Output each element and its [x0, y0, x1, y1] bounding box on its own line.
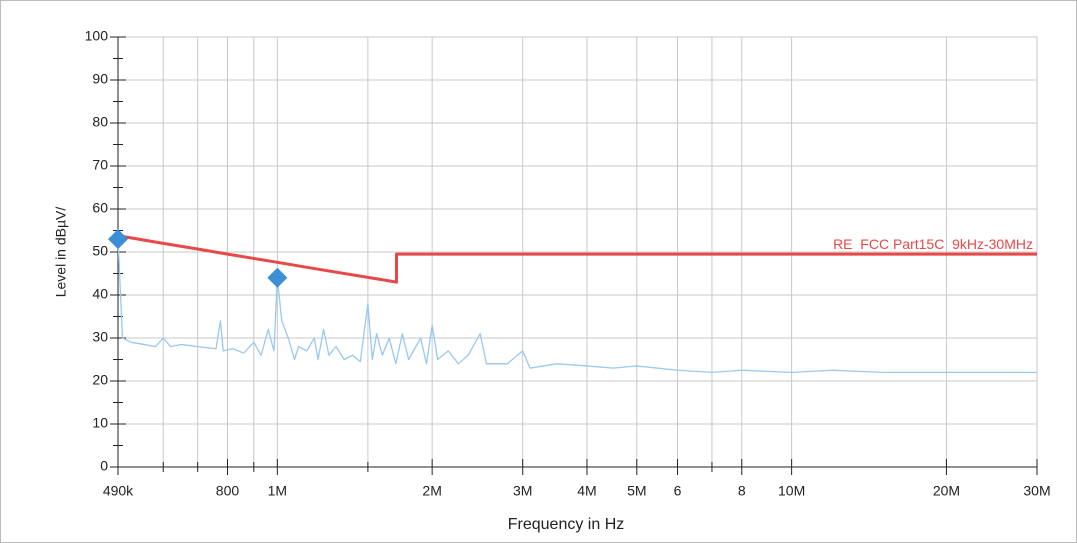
marker	[108, 229, 128, 250]
y-tick-label: 0	[100, 458, 108, 474]
marker	[267, 267, 288, 288]
y-axis-label: Level in dBµV/	[53, 207, 69, 298]
x-tick-label: 3M	[513, 483, 532, 499]
y-tick-label: 90	[92, 71, 108, 87]
x-axis-label: Frequency in Hz	[508, 516, 625, 533]
x-tick-label: 800	[216, 483, 240, 499]
y-tick-label: 70	[92, 157, 108, 173]
y-tick-label: 100	[85, 28, 109, 44]
y-tick-label: 10	[92, 415, 108, 431]
x-tick-label: 490k	[103, 483, 134, 499]
y-tick-label: 20	[92, 372, 108, 388]
x-tick-label: 10M	[778, 483, 805, 499]
x-tick-label: 20M	[933, 483, 960, 499]
x-tick-label: 4M	[577, 483, 596, 499]
x-tick-label: 5M	[627, 483, 646, 499]
y-tick-label: 30	[92, 329, 108, 345]
y-tick-label: 80	[92, 114, 108, 130]
y-tick-label: 50	[92, 243, 108, 259]
series-line	[117, 239, 1037, 374]
legend-label: RE FCC Part15C 9kHz-30MHz	[833, 236, 1033, 252]
series-line	[117, 234, 1037, 284]
x-tick-label: 1M	[268, 483, 287, 499]
x-tick-label: 8	[738, 483, 746, 499]
y-tick-label: 40	[92, 286, 108, 302]
x-tick-label: 6	[674, 483, 682, 499]
x-tick-label: 2M	[422, 483, 441, 499]
x-tick-label: 30M	[1023, 483, 1050, 499]
y-tick-label: 60	[92, 200, 108, 216]
